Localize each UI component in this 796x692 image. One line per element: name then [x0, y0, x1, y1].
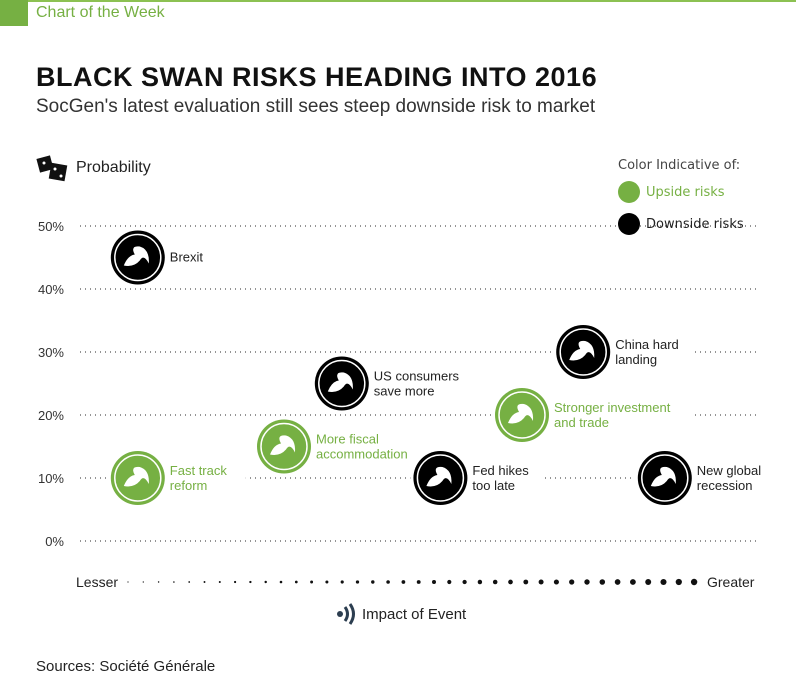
legend-upside-swatch: [618, 181, 640, 203]
risk-point: China hard landing: [553, 325, 692, 379]
impact-axis-dot: [157, 581, 160, 583]
legend-downside-swatch: [618, 213, 640, 235]
impact-axis-dot: [249, 580, 252, 584]
impact-axis-dot: [584, 579, 590, 585]
impact-axis-dot: [416, 580, 421, 584]
impact-axis-dot: [675, 578, 682, 586]
legend-downside-label: Downside risks: [646, 216, 744, 232]
impact-axis-dot: [614, 579, 621, 585]
legend-downside: Downside risks: [618, 213, 744, 235]
risk-label: China hard landing: [615, 337, 679, 367]
risk-label: Fed hikes too late: [472, 463, 529, 493]
risk-label: Brexit: [170, 250, 204, 265]
impact-axis-dot: [477, 579, 483, 585]
legend-title: Color Indicative of:: [618, 158, 741, 173]
sound-waves-icon: [337, 603, 355, 625]
risk-point: Stronger investment and trade: [492, 388, 695, 442]
x-axis-label: Impact of Event: [362, 605, 467, 623]
risk-point: New global recession: [634, 451, 773, 505]
impact-axis-dot: [279, 580, 283, 584]
swan-icon: [508, 403, 534, 424]
impact-axis-dot: [447, 579, 452, 585]
impact-axis-dot: [660, 578, 667, 586]
impact-axis-dot: [371, 580, 375, 584]
x-high-label: Greater: [707, 574, 755, 590]
impact-axis-dot: [553, 579, 559, 585]
y-tick-label: 50%: [38, 219, 64, 234]
impact-axis-dot: [310, 580, 314, 584]
kicker-block: [0, 0, 28, 26]
sources: Sources: Société Générale: [36, 658, 216, 675]
impact-axis-dot: [234, 580, 237, 584]
x-low-label: Lesser: [76, 574, 119, 590]
impact-axis-dot: [538, 579, 544, 585]
impact-axis-dot: [645, 579, 652, 585]
risk-point: US consumers save more: [311, 356, 465, 411]
impact-axis-dot: [569, 579, 575, 585]
risk-label: Fast track reform: [170, 463, 228, 493]
risk-point: Fast track reform: [107, 451, 246, 505]
impact-axis-dot: [218, 580, 221, 584]
swan-icon: [569, 340, 595, 361]
impact-axis-dot: [401, 580, 406, 584]
y-tick-label: 30%: [38, 345, 64, 360]
swan-icon: [426, 466, 452, 487]
risk-point: More fiscal accommodation: [254, 419, 414, 474]
risk-point: Brexit: [107, 230, 217, 285]
chart-subtitle: SocGen's latest evaluation still sees st…: [36, 96, 596, 117]
impact-axis-dot: [629, 579, 636, 585]
risk-label: New global recession: [697, 463, 761, 493]
impact-axis-dot: [203, 581, 206, 583]
impact-axis-dot: [492, 579, 498, 585]
impact-axis-dot: [188, 581, 191, 583]
chart-title: BLACK SWAN RISKS HEADING INTO 2016: [36, 62, 598, 92]
risk-label: Stronger investment and trade: [554, 400, 671, 430]
impact-axis-dot: [462, 579, 467, 585]
impact-axis-dot: [127, 581, 129, 583]
impact-axis-dot: [264, 580, 267, 584]
impact-axis-dot: [432, 580, 436, 584]
impact-axis-dot: [325, 580, 329, 584]
risk-point: Fed hikes too late: [410, 451, 542, 505]
legend-upside-label: Upside risks: [646, 184, 725, 200]
swan-icon: [123, 246, 149, 266]
y-tick-label: 40%: [38, 282, 64, 297]
impact-axis-dot: [386, 580, 390, 584]
swan-icon: [327, 372, 353, 392]
dice-icon: [36, 155, 68, 182]
impact-axis-dot: [294, 580, 298, 584]
legend-upside: Upside risks: [618, 181, 725, 203]
risk-label: More fiscal accommodation: [316, 432, 408, 462]
impact-axis-dot: [599, 579, 606, 585]
impact-axis-dot: [142, 581, 144, 583]
swan-icon: [123, 466, 149, 487]
y-axis-label: Probability: [76, 159, 151, 176]
swan-icon: [270, 435, 296, 455]
impact-axis-dot: [508, 579, 513, 585]
y-tick-label: 0%: [45, 534, 64, 549]
y-tick-label: 10%: [38, 471, 64, 486]
x-axis-label-group: Impact of Event: [336, 603, 466, 625]
impact-axis-dot: [340, 580, 344, 584]
impact-axis-dot: [523, 579, 529, 585]
swan-icon: [650, 466, 676, 487]
risk-label: US consumers save more: [374, 369, 460, 399]
impact-axis-dot: [690, 578, 698, 586]
impact-axis-dot: [173, 581, 175, 583]
y-tick-label: 20%: [38, 408, 64, 423]
kicker: Chart of the Week: [36, 4, 165, 21]
impact-axis-dot: [355, 580, 360, 584]
top-bar: [0, 0, 796, 2]
